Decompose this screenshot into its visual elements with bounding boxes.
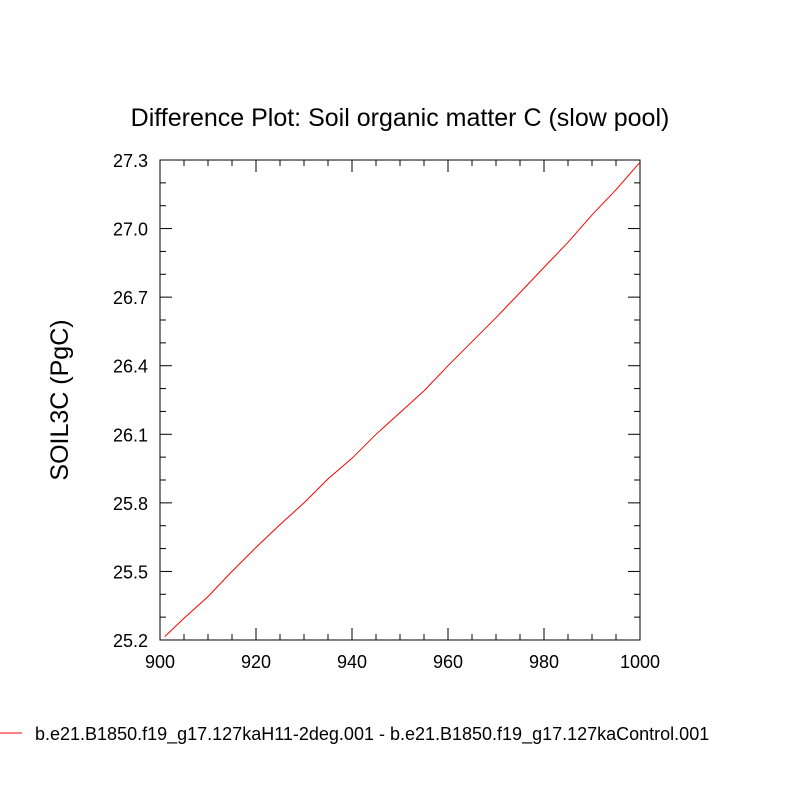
series-layer <box>164 161 641 637</box>
y-tick-label: 25.8 <box>113 494 148 514</box>
x-tick-label: 980 <box>529 652 559 672</box>
y-tick-label: 25.2 <box>113 631 148 651</box>
y-tick-label: 26.4 <box>113 357 148 377</box>
series-line <box>164 161 641 637</box>
y-tick-label: 26.7 <box>113 288 148 308</box>
legend: b.e21.B1850.f19_g17.127kaH11-2deg.001 - … <box>0 724 709 745</box>
x-tick-label: 920 <box>241 652 271 672</box>
chart-title: Difference Plot: Soil organic matter C (… <box>131 104 670 132</box>
legend-label: b.e21.B1850.f19_g17.127kaH11-2deg.001 - … <box>35 724 709 745</box>
y-axis-label: SOIL3C (PgC) <box>46 319 74 480</box>
x-tick-label: 960 <box>433 652 463 672</box>
y-tick-label: 26.1 <box>113 425 148 445</box>
axes: 900 920 940 960 980 1000 25.2 25.5 25.8 26.1 26.4 2… <box>113 151 660 672</box>
x-tick-label: 1000 <box>620 652 660 672</box>
y-tick-label: 27.3 <box>113 151 148 171</box>
x-tick-label: 900 <box>145 652 175 672</box>
y-tick-label: 27.0 <box>113 220 148 240</box>
y-tick-label: 25.5 <box>113 562 148 582</box>
x-tick-label: 940 <box>337 652 367 672</box>
plot-frame <box>159 159 641 641</box>
